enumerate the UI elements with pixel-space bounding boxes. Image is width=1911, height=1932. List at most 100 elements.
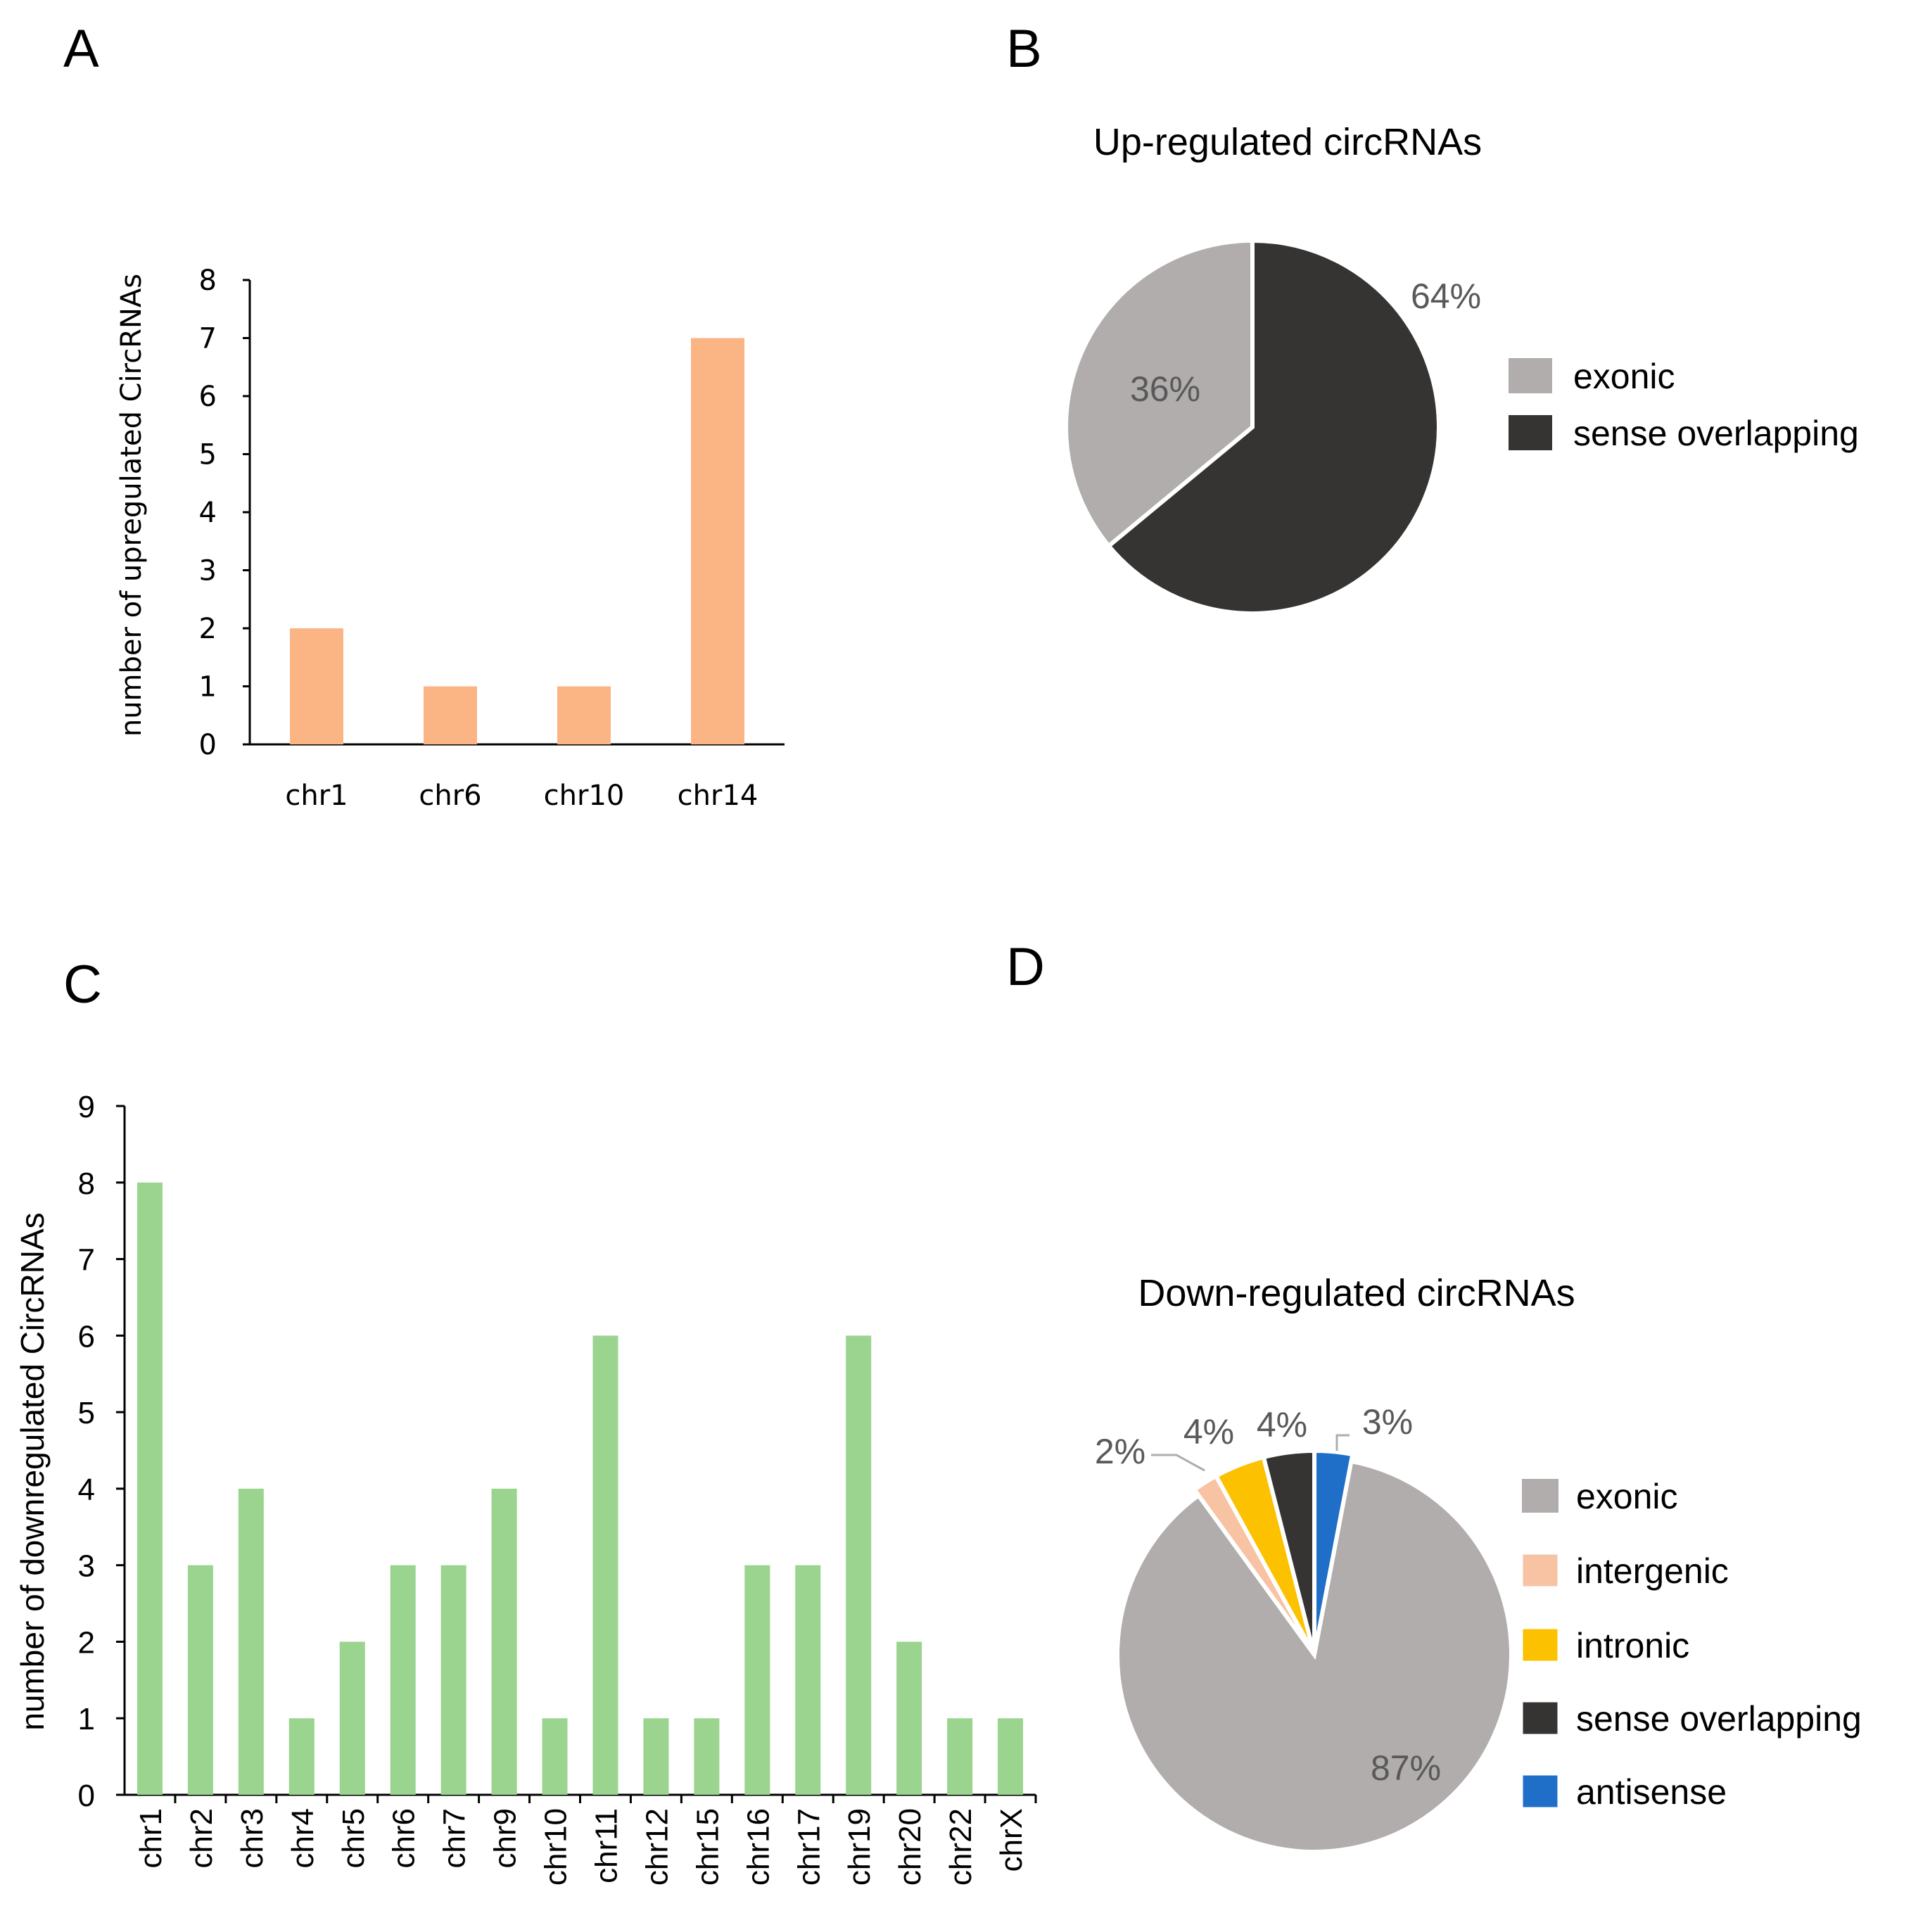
pie-pct-label: 4% [1257, 1405, 1307, 1444]
pie-slice-exonic [1064, 238, 1255, 549]
y-axis-label: number of downregulated CircRNAs [14, 1212, 51, 1730]
legend-swatch [1509, 358, 1552, 393]
y-tick-label: 0 [78, 1779, 95, 1813]
y-tick-label: 2 [78, 1625, 95, 1660]
y-tick-label: 6 [199, 381, 217, 413]
bar-chr14 [691, 338, 744, 744]
pie-title: Down-regulated circRNAs [1138, 1272, 1575, 1314]
bar-chr6 [390, 1565, 416, 1795]
x-tick-label: chr2 [184, 1808, 219, 1869]
y-axis-label: number of upregulated CircRNAs [115, 274, 148, 737]
pie-pct-label: 64% [1411, 277, 1481, 316]
panel-label-a: A [63, 19, 99, 79]
y-tick-label: 3 [199, 555, 217, 587]
pie-pct-label: 2% [1095, 1432, 1145, 1471]
pie-pct-label: 4% [1183, 1412, 1234, 1451]
legend-label: exonic [1573, 357, 1675, 396]
pie-slice-exonic [1115, 1458, 1513, 1854]
bar-chr10 [557, 686, 611, 744]
panel-label-c: C [63, 955, 102, 1015]
x-tick-label: chr15 [690, 1808, 725, 1886]
x-tick-label: chr5 [336, 1808, 371, 1869]
y-tick-label: 4 [199, 497, 217, 529]
legend-label: exonic [1576, 1477, 1678, 1516]
legend-label: sense overlapping [1573, 414, 1859, 453]
leader-line [1151, 1454, 1205, 1472]
chart-c-downregulated-bar: 0 1 2 3 4 5 6 7 8 9 chr1 chr2 chr3 chr4 chr5 chr6 chr7 ch… [14, 1090, 1037, 1886]
legend-label: intronic [1576, 1626, 1689, 1665]
y-tick-label: 1 [78, 1702, 95, 1736]
chart-b-upregulated-pie: Up-regulated circRNAs 64% 36% exonic sense o… [1064, 121, 1859, 616]
legend-label: sense overlapping [1576, 1699, 1862, 1739]
x-tick-label: chr7 [438, 1808, 472, 1869]
bar-chrX [998, 1718, 1024, 1795]
y-tick-label: 9 [78, 1090, 95, 1124]
y-tick-label: 0 [199, 729, 217, 761]
x-tick-label: chr3 [235, 1808, 269, 1869]
x-tick-label: chr12 [640, 1808, 674, 1886]
y-tick-label: 2 [199, 613, 217, 645]
legend-swatch [1520, 1773, 1560, 1810]
bar-chr4 [288, 1718, 315, 1795]
bar-chr16 [744, 1565, 770, 1795]
x-tick-label: chr10 [544, 780, 625, 812]
legend-swatch [1520, 1552, 1560, 1589]
pie-slice-sense-overlapping [1105, 238, 1441, 616]
x-tick-label: chr19 [842, 1808, 877, 1886]
x-tick-label: chr20 [893, 1808, 927, 1886]
x-tick-label: chr16 [741, 1808, 775, 1886]
bar-chr22 [947, 1718, 973, 1795]
bar-chr17 [795, 1565, 821, 1795]
panel-label-b: B [1006, 19, 1042, 79]
legend-swatch [1522, 1479, 1558, 1513]
bar-chr3 [238, 1488, 264, 1795]
y-tick-label: 7 [199, 323, 217, 355]
legend-swatch [1509, 415, 1552, 450]
legend-swatch [1520, 1627, 1560, 1663]
legend-label: antisense [1576, 1772, 1727, 1812]
bar-chr5 [339, 1641, 365, 1795]
y-tick-label: 5 [78, 1396, 95, 1430]
y-tick-label: 4 [78, 1473, 95, 1507]
pie-pct-label: 87% [1371, 1748, 1441, 1788]
bar-chr15 [694, 1718, 720, 1795]
x-tick-label: chr10 [539, 1808, 573, 1886]
bar-chr10 [542, 1718, 568, 1795]
pie-pct-label: 3% [1362, 1402, 1413, 1442]
panel-label-d: D [1006, 937, 1045, 997]
bar-chr12 [643, 1718, 669, 1795]
y-tick-label: 8 [199, 265, 217, 297]
y-tick-label: 5 [199, 439, 217, 471]
x-tick-label: chr1 [134, 1808, 168, 1869]
x-tick-label: chr9 [488, 1808, 523, 1869]
x-tick-label: chr4 [286, 1808, 320, 1869]
leader-line [1335, 1434, 1350, 1451]
x-tick-label: chr17 [792, 1808, 826, 1886]
y-tick-label: 8 [78, 1167, 95, 1201]
y-tick-label: 7 [78, 1243, 95, 1278]
legend-swatch [1520, 1700, 1560, 1736]
bar-chr1 [290, 628, 343, 744]
y-tick-label: 3 [78, 1549, 95, 1584]
pie-title: Up-regulated circRNAs [1093, 121, 1482, 163]
y-tick-label: 1 [199, 671, 217, 704]
bar-chr2 [187, 1565, 213, 1795]
x-tick-label: chrX [994, 1808, 1029, 1871]
bar-chr19 [846, 1335, 872, 1795]
chart-d-downregulated-pie: Down-regulated circRNAs 3% 87% 2% 4% 4% exonic… [1095, 1272, 1862, 1854]
bar-chr11 [592, 1335, 618, 1795]
pie-slice-sense-overlapping [1261, 1448, 1316, 1655]
chart-a-upregulated-bar: 0 1 2 3 4 5 6 7 8 chr1 chr6 chr10 chr14 number of upr… [115, 265, 785, 812]
x-tick-label: chr6 [419, 780, 481, 812]
x-tick-label: chr1 [285, 780, 348, 812]
legend-label: intergenic [1576, 1551, 1729, 1591]
pie-pct-label: 36% [1130, 369, 1200, 409]
bar-chr20 [896, 1641, 922, 1795]
bar-chr6 [424, 686, 477, 744]
x-tick-label: chr22 [944, 1808, 978, 1886]
bar-chr1 [136, 1182, 163, 1795]
x-tick-label: chr14 [678, 780, 758, 812]
bar-chr7 [440, 1565, 466, 1795]
x-tick-label: chr11 [589, 1808, 623, 1883]
